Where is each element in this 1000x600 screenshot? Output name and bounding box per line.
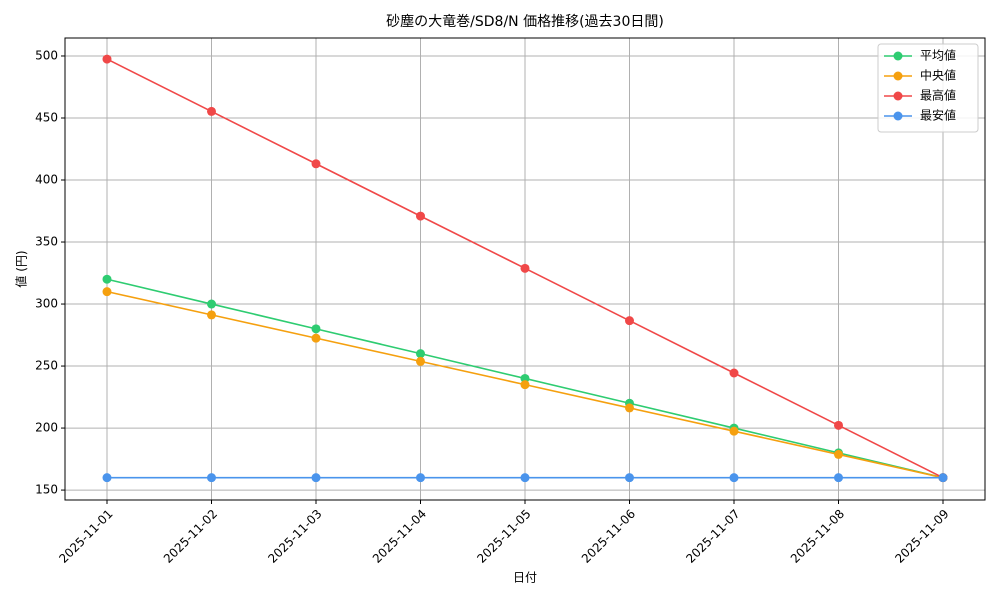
legend-label: 平均値 (920, 48, 956, 63)
data-point (416, 349, 425, 359)
legend-marker (893, 51, 903, 61)
x-tick-label: 2025-11-08 (788, 507, 847, 566)
legend-marker (893, 71, 903, 81)
data-point (834, 449, 843, 459)
data-point (416, 473, 425, 483)
data-point (834, 473, 843, 483)
data-point (311, 159, 321, 169)
legend-label: 最安値 (920, 108, 956, 123)
y-tick-label: 250 (35, 359, 58, 373)
x-tick-label: 2025-11-03 (265, 507, 324, 566)
y-tick-label: 350 (35, 235, 58, 249)
data-point (729, 368, 739, 378)
data-point (311, 324, 321, 334)
plot-frame (64, 37, 986, 501)
data-point (520, 473, 530, 483)
x-tick-label: 2025-11-06 (579, 507, 638, 566)
x-tick-label: 2025-11-04 (370, 507, 429, 566)
data-point (207, 106, 216, 116)
legend-label: 最高値 (920, 88, 956, 103)
data-point (625, 316, 634, 326)
x-tick-label: 2025-11-09 (892, 507, 951, 566)
data-point (625, 473, 634, 483)
data-point (207, 310, 216, 320)
data-point (102, 287, 112, 297)
x-tick-label: 2025-11-02 (161, 507, 220, 566)
y-tick-label: 150 (35, 483, 58, 497)
y-tick-label: 450 (35, 110, 58, 124)
x-axis-label: 日付 (513, 571, 537, 585)
data-point (520, 373, 530, 383)
legend-marker (893, 91, 903, 101)
data-point (311, 333, 321, 343)
data-point (102, 473, 112, 483)
y-tick-label: 200 (35, 421, 58, 435)
chart-title: 砂塵の大竜巻/SD8/N 価格推移(過去30日間) (386, 13, 664, 30)
x-tick-label: 2025-11-07 (683, 507, 742, 566)
data-point (834, 420, 843, 430)
data-point (416, 356, 425, 366)
data-point (729, 473, 739, 483)
data-point (207, 473, 216, 483)
x-tick-label: 2025-11-01 (56, 507, 115, 566)
data-point (520, 263, 530, 273)
y-tick-label: 500 (35, 48, 58, 62)
data-point (938, 473, 948, 483)
data-point (416, 211, 425, 221)
data-point (520, 380, 530, 390)
legend-marker (893, 111, 903, 121)
data-point (729, 426, 739, 436)
legend-label: 中央値 (920, 68, 956, 83)
data-point (311, 473, 321, 483)
data-point (102, 54, 112, 64)
legend-frame (877, 43, 979, 133)
data-point (207, 299, 216, 309)
x-tick-label: 2025-11-05 (474, 507, 533, 566)
data-point (625, 403, 634, 413)
y-tick-label: 400 (35, 173, 58, 187)
data-point (102, 274, 112, 284)
y-axis-label: 値 (円) (14, 250, 29, 287)
y-tick-label: 300 (35, 297, 58, 311)
